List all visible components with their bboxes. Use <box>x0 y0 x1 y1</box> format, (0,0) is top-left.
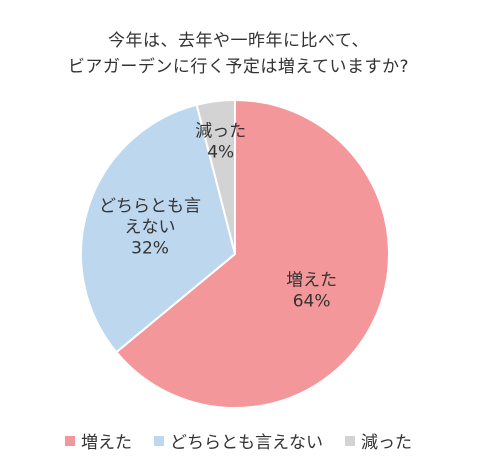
slice-label-line-neither-0: どちらとも言 <box>99 196 201 216</box>
slice-label-line-increased-0: 増えた <box>286 271 337 291</box>
legend-swatch-decreased <box>345 435 355 446</box>
legend-label-neither: どちらとも言えない <box>170 433 323 453</box>
chart-title-line-2: ビアガーデンに行く予定は増えていますか? <box>67 57 410 77</box>
legend-item-decreased: 減った <box>345 428 412 453</box>
slice-label-decreased: 減った 4% <box>195 121 246 162</box>
slice-label-line-neither-1: えない <box>125 217 176 237</box>
slice-label-line-decreased-1: 4% <box>207 142 234 162</box>
pie-slice-increased <box>114 98 390 409</box>
pie-slice-neither <box>80 103 237 354</box>
slice-label-increased: 増えた 64% <box>286 271 337 312</box>
legend-item-increased: 増えた <box>65 428 132 453</box>
chart-title-line-1: 今年は、去年や一昨年に比べて、 <box>108 31 369 51</box>
slice-label-line-neither-2: 32% <box>131 238 169 258</box>
legend-label-increased: 増えた <box>81 433 132 453</box>
legend-item-neither: どちらとも言えない <box>154 428 323 453</box>
legend: 増えた どちらとも言えない 減った <box>0 428 477 453</box>
legend-swatch-increased <box>65 435 75 446</box>
slice-label-line-increased-1: 64% <box>293 292 331 312</box>
legend-swatch-neither <box>154 435 164 446</box>
legend-label-decreased: 減った <box>361 433 412 453</box>
slice-label-line-decreased-0: 減った <box>195 121 246 141</box>
pie-slice-decreased <box>195 98 236 255</box>
slice-label-neither: どちらとも言えない 32% <box>99 196 201 258</box>
